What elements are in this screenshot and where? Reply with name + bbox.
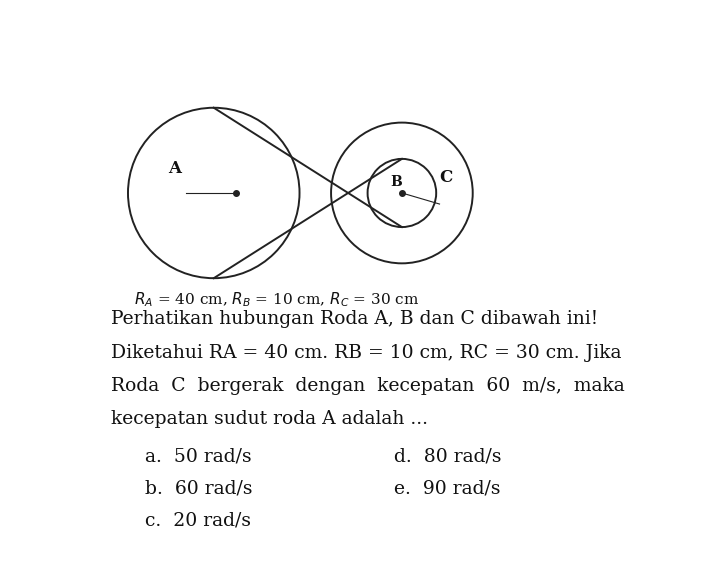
Text: d.  80 rad/s: d. 80 rad/s [393, 447, 501, 466]
Text: Roda  C  bergerak  dengan  kecepatan  60  m/s,  maka: Roda C bergerak dengan kecepatan 60 m/s,… [111, 377, 625, 394]
Text: kecepatan sudut roda A adalah ...: kecepatan sudut roda A adalah ... [111, 410, 428, 428]
Text: a.  50 rad/s: a. 50 rad/s [144, 447, 251, 466]
Text: A: A [169, 160, 181, 177]
Text: Diketahui RA = 40 cm. RB = 10 cm, RC = 30 cm. Jika: Diketahui RA = 40 cm. RB = 10 cm, RC = 3… [111, 343, 622, 362]
Text: $\mathit{R_A}$ = 40 cm, $\mathit{R_B}$ = 10 cm, $\mathit{R_C}$ = 30 cm: $\mathit{R_A}$ = 40 cm, $\mathit{R_B}$ =… [134, 290, 419, 309]
Text: C: C [440, 169, 453, 186]
Text: c.  20 rad/s: c. 20 rad/s [144, 511, 251, 530]
Text: e.  90 rad/s: e. 90 rad/s [393, 480, 500, 497]
Text: b.  60 rad/s: b. 60 rad/s [144, 480, 252, 497]
Text: B: B [391, 175, 402, 189]
Text: Perhatikan hubungan Roda A, B dan C dibawah ini!: Perhatikan hubungan Roda A, B dan C diba… [111, 310, 598, 328]
